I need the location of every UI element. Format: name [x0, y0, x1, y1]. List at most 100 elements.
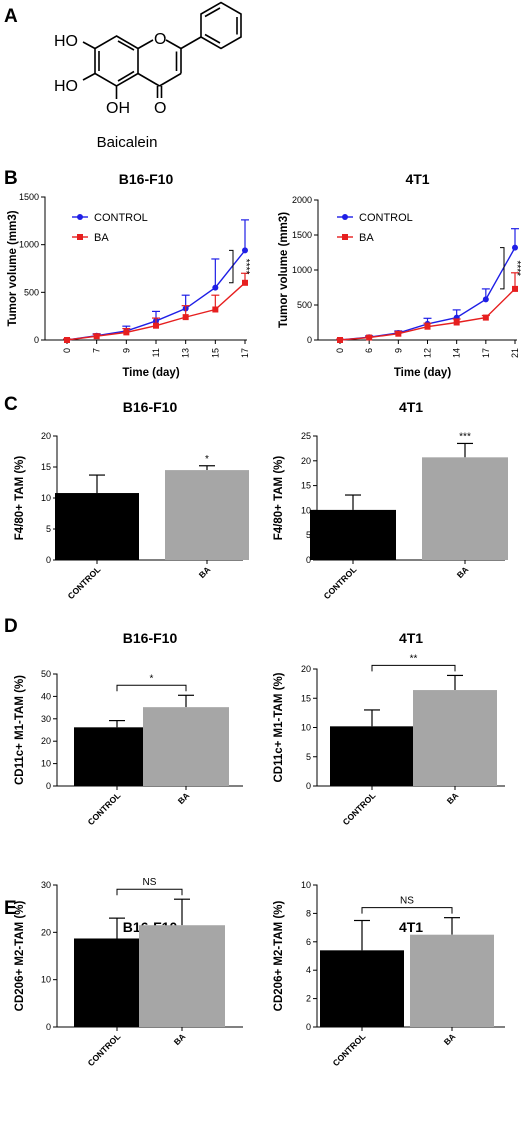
category-label-ba: BA: [445, 790, 461, 806]
y-tick-label: 0: [307, 335, 312, 345]
category-label-ba: BA: [172, 1031, 188, 1047]
y-axis-label: F4/80+ TAM (%): [14, 456, 26, 541]
oh-bond-top: [82, 41, 96, 50]
legend-label-control: CONTROL: [359, 212, 413, 224]
significance-bracket: [371, 664, 456, 672]
x-tick-label: 9: [121, 348, 131, 353]
data-point-control: [512, 244, 518, 251]
panel-letter-d: D: [4, 616, 18, 637]
x-tick-label: 7: [92, 348, 102, 353]
y-tick-label: 8: [306, 908, 311, 918]
x-tick-label: 11: [151, 348, 161, 357]
chart-title: B16-F10: [123, 399, 178, 415]
significance-label: ***: [459, 431, 471, 442]
hydroxyl-mid-label: HO: [54, 78, 78, 95]
phenyl-inner-3: [204, 33, 221, 44]
pyrone-bond-o2: [165, 39, 182, 50]
y-tick-label: 1500: [19, 192, 39, 202]
x-tick-label: 15: [210, 348, 220, 358]
data-point-ba: [242, 279, 248, 286]
bar-ba: [410, 934, 494, 1027]
category-label-control: CONTROL: [86, 1031, 123, 1068]
significance-label: NS: [143, 877, 157, 888]
phenyl-link: [180, 36, 202, 50]
y-tick-label: 0: [306, 1022, 311, 1032]
data-point-control: [212, 284, 219, 291]
significance-bracket: [229, 249, 234, 284]
category-label-ba: BA: [176, 790, 192, 806]
panel-letter-e: E: [4, 898, 17, 919]
y-tick-label: 20: [41, 431, 51, 441]
category-label-ba: BA: [197, 564, 213, 580]
x-tick-label: 6: [364, 348, 374, 353]
x-tick-label: 17: [481, 348, 491, 358]
x-axis-label: Time (day): [394, 367, 451, 379]
data-point-ba: [482, 314, 489, 321]
benzo-inner-bond-3: [117, 70, 135, 82]
y-tick-label: 500: [24, 287, 39, 297]
pyrone-bond-c3c4: [159, 72, 182, 87]
chart-title: 4T1: [399, 630, 423, 646]
data-point-ba: [64, 337, 70, 343]
data-point-ba: [123, 329, 130, 336]
carbonyl-oxygen-label: O: [154, 100, 166, 117]
data-point-ba: [424, 323, 431, 330]
significance-bracket: [116, 888, 183, 896]
y-tick-label: 10: [301, 505, 311, 515]
data-point-ba: [512, 285, 518, 292]
y-tick-label: 1500: [292, 230, 312, 240]
category-label-control: CONTROL: [341, 790, 378, 827]
bar-control: [310, 509, 396, 560]
y-tick-label: 500: [297, 300, 312, 310]
bar-control: [330, 726, 414, 786]
data-point-ba: [395, 330, 402, 337]
y-axis-label: F4/80+ TAM (%): [273, 456, 285, 541]
chart-d-b16-f10: 0 10 20 30 40 50 CD11c+ M1-TAM (%) B16-F10 CONTR…: [14, 630, 243, 827]
bar-ba: [139, 925, 225, 1027]
data-point-ba: [182, 314, 189, 321]
significance-label: ****: [511, 260, 522, 276]
category-label-control: CONTROL: [331, 1031, 368, 1068]
category-label-control: CONTROL: [66, 564, 103, 601]
y-tick-label: 4: [306, 965, 311, 975]
y-tick-label: 2000: [292, 195, 312, 205]
y-tick-label: 40: [41, 691, 51, 701]
data-point-ba: [453, 319, 460, 326]
pyrone-bond-c4c4a: [137, 72, 160, 87]
chart-d-4t1: 0 5 10 15 20 CD11c+ M1-TAM (%) 4T1 CONTROL BA **: [273, 630, 505, 827]
legend-marker: [342, 214, 348, 220]
bar-ba: [413, 690, 497, 786]
chart-title: B16-F10: [123, 630, 178, 646]
chart-c-b16-f10: 0 5 10 15 20 F4/80+ TAM (%) B16-F10 CONTROL BA *: [14, 399, 249, 601]
panel-letter-c: C: [4, 394, 18, 415]
bar-ba: [143, 707, 229, 786]
x-tick-label: 17: [240, 348, 250, 358]
chart-c-4t1: 0 5 10 15 20 25 F4/80+ TAM (%) 4T1 CONTROL BA ***: [273, 399, 508, 601]
data-point-ba: [337, 337, 343, 343]
significance-bracket: [361, 907, 453, 914]
bar-ba: [165, 470, 249, 560]
y-axis-label: CD11c+ M1-TAM (%): [273, 672, 285, 782]
y-tick-label: 0: [34, 335, 39, 345]
y-tick-label: 25: [301, 431, 311, 441]
panel-letter-a: A: [4, 6, 18, 27]
data-point-ba: [153, 322, 159, 329]
y-axis-label: CD206+ M2-TAM (%): [273, 901, 285, 1012]
y-tick-label: 2: [306, 994, 311, 1004]
hydroxyl-top-label: HO: [54, 33, 78, 50]
y-tick-label: 20: [301, 664, 311, 674]
y-tick-label: 15: [301, 481, 311, 491]
y-axis-label: CD206+ M2-TAM (%): [14, 901, 26, 1012]
phenyl-ring: [200, 1, 242, 50]
data-point-control: [482, 296, 489, 303]
chart-title: 4T1: [399, 399, 423, 415]
y-tick-label: 10: [41, 759, 51, 769]
x-tick-label: 9: [393, 348, 403, 353]
oh-bond-mid: [82, 72, 96, 81]
y-tick-label: 15: [41, 462, 51, 472]
data-point-ba: [366, 334, 373, 341]
y-tick-label: 10: [301, 723, 311, 733]
significance-bracket: [500, 247, 505, 290]
